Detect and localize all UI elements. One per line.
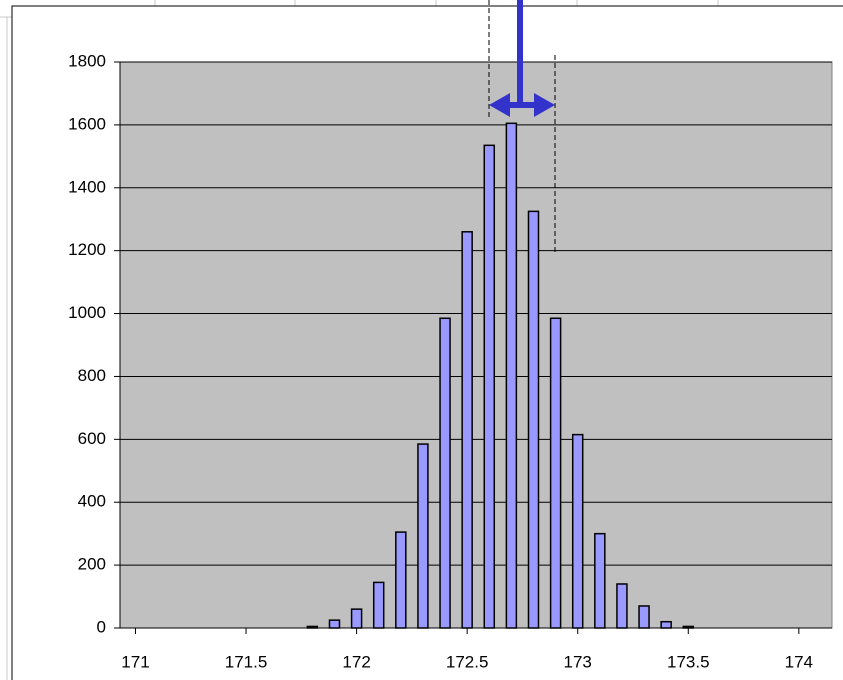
x-tick-label: 174 — [785, 652, 813, 671]
y-tick-label: 600 — [78, 429, 106, 448]
bar — [616, 583, 628, 629]
x-tick-label: 171 — [121, 652, 149, 671]
bar — [638, 605, 650, 629]
bar — [306, 625, 319, 629]
bar — [682, 625, 695, 629]
bar — [328, 619, 341, 629]
x-tick-label: 172.5 — [446, 652, 489, 671]
y-tick-label: 800 — [78, 366, 106, 385]
bar — [549, 317, 562, 629]
y-tick-label: 200 — [78, 555, 106, 574]
bar — [395, 531, 407, 629]
y-tick-label: 1000 — [68, 303, 106, 322]
bar — [439, 317, 451, 629]
bar — [571, 433, 584, 629]
x-tick-label: 172 — [342, 652, 370, 671]
arrow-head — [534, 93, 555, 117]
bar — [417, 443, 429, 629]
plot-area — [119, 61, 833, 629]
y-tick-label: 1200 — [68, 240, 106, 259]
y-tick-label: 0 — [97, 617, 106, 636]
bar — [483, 144, 496, 629]
bar — [505, 122, 518, 629]
bar — [350, 608, 363, 629]
bar — [527, 210, 540, 629]
y-tick-label: 1600 — [68, 114, 106, 133]
y-tick-label: 1400 — [68, 177, 106, 196]
y-tick-label: 1800 — [68, 51, 106, 70]
bar — [372, 581, 385, 629]
bar — [594, 532, 606, 629]
x-tick-label: 173 — [564, 652, 592, 671]
annotation — [488, 0, 556, 252]
x-tick-label: 171.5 — [225, 652, 268, 671]
bar — [461, 231, 473, 629]
y-tick-label: 400 — [78, 492, 106, 511]
arrow-head — [489, 93, 510, 117]
x-tick-label: 173.5 — [667, 652, 710, 671]
bar — [660, 620, 672, 629]
